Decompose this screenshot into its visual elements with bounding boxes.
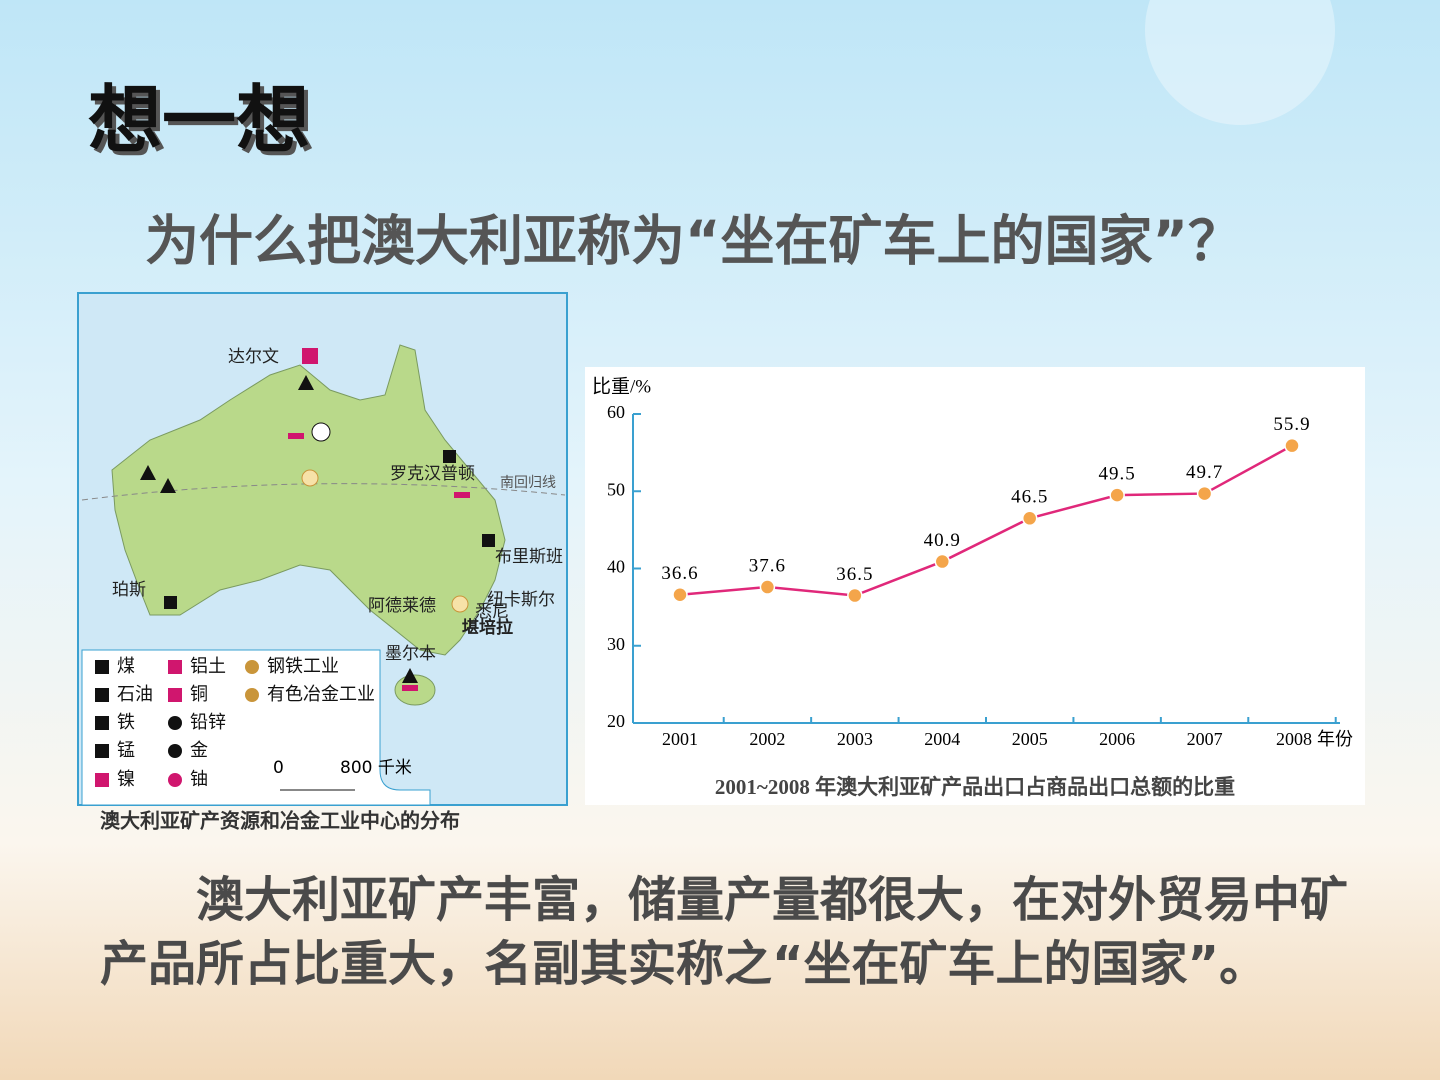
symbol — [311, 422, 331, 442]
legend-symbol — [95, 660, 109, 674]
symbol — [443, 450, 456, 463]
x-tick-label: 2005 — [1012, 729, 1048, 749]
y-tick-label: 30 — [607, 634, 625, 654]
symbol — [164, 596, 177, 609]
place-label: 阿德莱德 — [368, 596, 436, 616]
value-label: 36.6 — [661, 563, 698, 584]
title: 想一想 — [88, 78, 310, 164]
series-line — [679, 444, 1293, 597]
chart-panel — [585, 367, 1365, 805]
point — [934, 553, 951, 570]
symbol — [301, 469, 319, 487]
scale-label: 800 千米 — [340, 758, 412, 778]
legend-label: 镍 — [117, 769, 135, 790]
value-label: 49.5 — [1099, 463, 1136, 484]
symbol — [298, 375, 314, 390]
place-label: 珀斯 — [112, 580, 146, 600]
map-caption: 澳大利亚矿产资源和冶金工业中心的分布 — [100, 809, 460, 833]
value-label: 55.9 — [1273, 414, 1310, 435]
y-tick-label: 20 — [607, 711, 625, 731]
legend-label: 铁 — [117, 712, 135, 733]
legend-symbol — [168, 716, 182, 730]
legend-symbol — [168, 773, 182, 787]
point — [847, 587, 863, 604]
value-label: 46.5 — [1011, 487, 1048, 508]
symbol — [482, 534, 495, 547]
value-label: 36.5 — [836, 564, 873, 585]
symbol — [451, 595, 469, 613]
value-label: 40.9 — [924, 530, 961, 551]
legend-symbol — [95, 716, 109, 730]
place-label: 南回归线 — [500, 474, 556, 491]
chart-title: 2001~2008 年澳大利亚矿产品出口占商品出口总额的比重 — [715, 775, 1235, 799]
conclusion: 澳大利亚矿产丰富，储量产量都很大，在对外贸易中矿产品所占比重大，名副其实称之“坐… — [100, 872, 1349, 992]
legend-symbol — [95, 688, 109, 702]
symbol — [140, 465, 156, 480]
legend-label: 铝土 — [190, 656, 226, 677]
sun-glow — [1145, 0, 1335, 125]
x-axis-label: 年份 — [1317, 729, 1353, 749]
symbol — [160, 478, 176, 493]
place-label: 罗克汉普顿 — [390, 464, 475, 484]
point — [1196, 485, 1213, 502]
value-label: 37.6 — [749, 555, 786, 576]
point — [759, 579, 776, 595]
symbol — [402, 685, 418, 691]
place-label: 悉尼 — [475, 602, 509, 622]
legend-label: 煤 — [117, 656, 135, 677]
x-tick-label: 2003 — [837, 729, 873, 749]
place-label: 纽卡斯尔 — [487, 590, 555, 610]
symbol — [288, 433, 304, 439]
title-shadow: 想一想 — [92, 82, 314, 168]
scale-label: 0 — [273, 758, 284, 778]
legend-symbol — [245, 660, 259, 674]
y-tick-label: 50 — [607, 479, 625, 499]
legend-label: 金 — [190, 740, 208, 761]
legend-label: 锰 — [117, 740, 135, 761]
legend-symbol — [95, 773, 109, 787]
legend-symbol — [245, 688, 259, 702]
legend-symbol — [168, 660, 182, 674]
legend-symbol — [168, 744, 182, 758]
tropic-line — [81, 483, 566, 501]
legend-label: 有色冶金工业 — [267, 684, 375, 705]
y-tick-label: 60 — [607, 402, 625, 422]
question: 为什么把澳大利亚称为“坐在矿车上的国家”？ — [145, 210, 1242, 273]
symbol — [454, 492, 470, 498]
x-tick-label: 2001 — [662, 729, 698, 749]
point — [1284, 437, 1300, 454]
x-tick-label: 2002 — [749, 729, 785, 749]
legend-symbol — [95, 744, 109, 758]
x-tick-label: 2004 — [924, 729, 960, 749]
point — [1021, 510, 1038, 527]
legend-label: 铅锌 — [190, 712, 226, 733]
mineral-symbols — [140, 348, 495, 691]
y-tick-label: 40 — [607, 557, 625, 577]
legend-label: 石油 — [117, 684, 153, 705]
line-chart: 20 30 40 50 60 比重/% 年份 2001 2002 2003 2004 2005 2006… — [592, 375, 1353, 798]
legend-label: 钢铁工业 — [267, 656, 339, 677]
x-tick-label: 2008 — [1276, 729, 1312, 749]
point — [672, 587, 688, 603]
symbol — [402, 668, 418, 683]
legend-label: 铜 — [190, 684, 208, 705]
place-label: 布里斯班 — [495, 547, 563, 567]
place-label: 达尔文 — [228, 347, 279, 367]
symbol — [302, 348, 318, 364]
y-axis-label: 比重/% — [592, 375, 651, 397]
place-label: 堪培拉 — [462, 617, 513, 638]
point — [1109, 487, 1125, 503]
legend-symbol — [168, 688, 182, 702]
x-tick-label: 2006 — [1099, 729, 1135, 749]
place-label: 墨尔本 — [385, 644, 436, 664]
legend-label: 铀 — [190, 769, 208, 790]
x-tick-label: 2007 — [1187, 729, 1223, 749]
australia — [111, 344, 506, 656]
value-label: 49.7 — [1186, 462, 1223, 483]
